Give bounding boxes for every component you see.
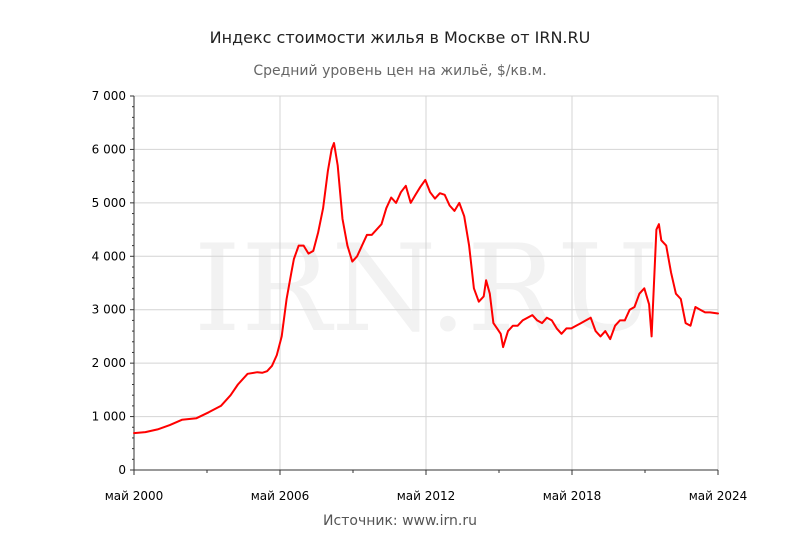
x-tick-label: май 2012 — [397, 489, 456, 503]
chart-title: Индекс стоимости жилья в Москве от IRN.R… — [209, 28, 591, 47]
x-axis-ticks: май 2000 май 2006 май 2012 май 2018 май 2024 — [105, 470, 748, 503]
y-axis-ticks: 0 1 000 2 000 3 000 4 000 5 000 6 000 7 000 — [92, 89, 134, 477]
x-tick-label: май 2000 — [105, 489, 164, 503]
y-tick-label: 7 000 — [92, 89, 126, 103]
y-tick-label: 6 000 — [92, 142, 126, 156]
chart-subtitle: Средний уровень цен на жильё, $/кв.м. — [253, 63, 547, 79]
y-tick-label: 1 000 — [92, 410, 126, 424]
series-line — [133, 142, 719, 435]
y-tick-label: 2 000 — [92, 356, 126, 370]
y-tick-label: 0 — [118, 463, 126, 477]
y-tick-label: 5 000 — [92, 196, 126, 210]
x-tick-label: май 2006 — [251, 489, 310, 503]
series-group — [133, 142, 719, 435]
x-tick-label: май 2018 — [543, 489, 602, 503]
x-tick-label: май 2024 — [689, 489, 748, 503]
y-tick-label: 4 000 — [92, 249, 126, 263]
y-tick-label: 3 000 — [92, 303, 126, 317]
source-note: Источник: www.irn.ru — [323, 513, 477, 529]
